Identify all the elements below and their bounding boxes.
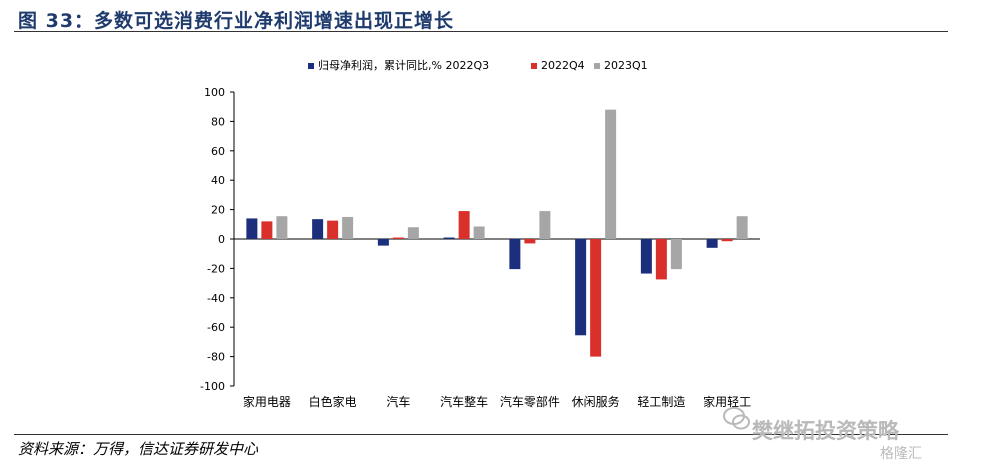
y-tick-label: -100 [200,380,225,393]
y-tick-label: 60 [211,145,225,158]
legend-label: 2023Q1 [604,59,648,72]
y-tick-label: 80 [211,115,225,128]
y-tick-label: 40 [211,174,225,187]
bar [736,216,748,239]
bar [670,239,682,270]
tick-labels: 100 80 60 40 20 0 -20 -40 -60 -80 -100 家用电器 白色家电 汽车 汽车… [200,86,751,409]
legend: 归母净利润，累计同比,% 2022Q3 2022Q4 2023Q1 [308,58,648,72]
bar [327,220,339,239]
bar [590,239,602,357]
legend-swatch [594,63,600,69]
legend-label: 2022Q4 [541,59,585,72]
y-tick-label: -80 [207,351,225,364]
bar [246,218,258,239]
bar [342,216,354,239]
bar [605,109,617,239]
legend-swatch [308,63,314,69]
figure-title: 图 33：多数可选消费行业净利润增速出现正增长 [18,10,455,32]
top-rule [14,31,948,32]
bar [706,239,718,248]
y-tick-label: 20 [211,204,225,217]
bar [473,226,485,239]
bar [312,219,324,239]
x-tick-label: 休闲服务 [572,394,620,409]
wechat-icon [723,407,750,430]
bar [524,239,536,244]
bar [392,237,404,239]
y-tick-label: -20 [207,262,225,275]
bar [575,239,587,336]
x-tick-label: 白色家电 [309,394,357,409]
bar [458,211,470,239]
bar [407,227,419,239]
bar [721,239,733,242]
legend-label: 归母净利润，累计同比,% 2022Q3 [318,58,489,72]
x-tick-label: 轻工制造 [637,395,685,409]
bottom-rule [14,434,948,435]
x-tick-label: 汽车零部件 [500,394,560,409]
watermark-brand: 格隆汇 [880,446,922,462]
bar [261,221,273,239]
bar [276,216,288,239]
y-tick-label: 100 [204,86,225,99]
y-tick-label: 0 [218,233,225,246]
bars [246,109,748,357]
bar [509,239,521,270]
x-tick-label: 汽车整车 [440,394,488,409]
bar [443,237,455,239]
y-tick-label: -40 [207,292,225,305]
bar [539,211,551,239]
bar [377,239,389,246]
bar [640,239,652,274]
legend-swatch [531,63,537,69]
y-tick-label: -60 [207,321,225,334]
source-note: 资料来源：万得，信达证券研发中心 [18,440,259,458]
bar [655,239,667,280]
x-tick-label: 家用轻工 [703,394,751,409]
x-tick-label: 汽车 [386,394,410,409]
x-tick-label: 家用电器 [243,394,291,409]
watermark-text: 樊继拓投资策略 [752,419,899,443]
